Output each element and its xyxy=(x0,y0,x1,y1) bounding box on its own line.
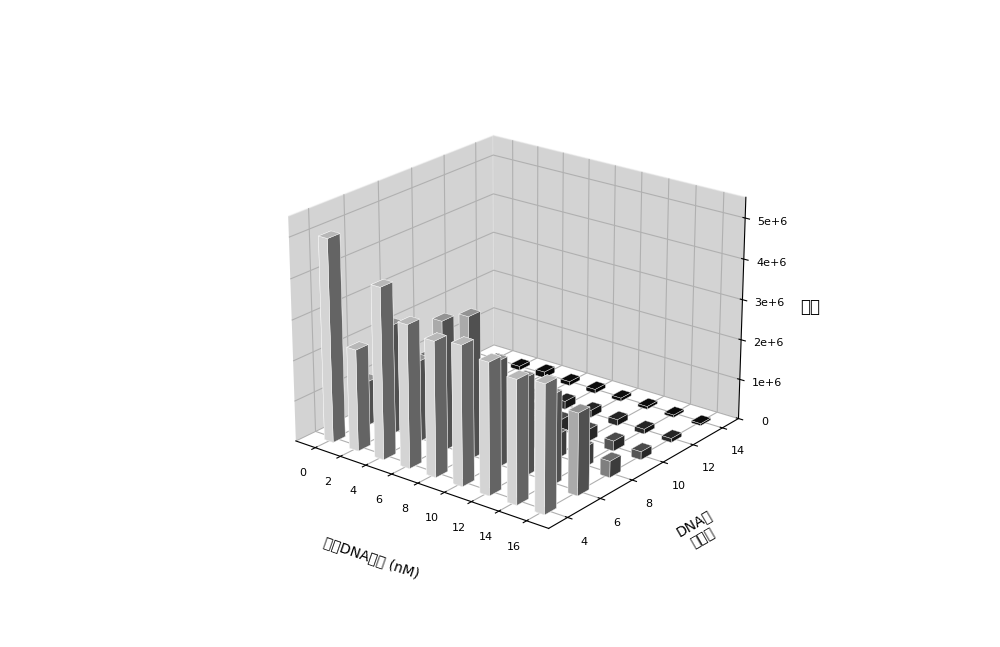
Y-axis label: DNA片
段长度: DNA片 段长度 xyxy=(674,508,723,554)
X-axis label: 目标DNA浓度 (nM): 目标DNA浓度 (nM) xyxy=(322,534,421,580)
